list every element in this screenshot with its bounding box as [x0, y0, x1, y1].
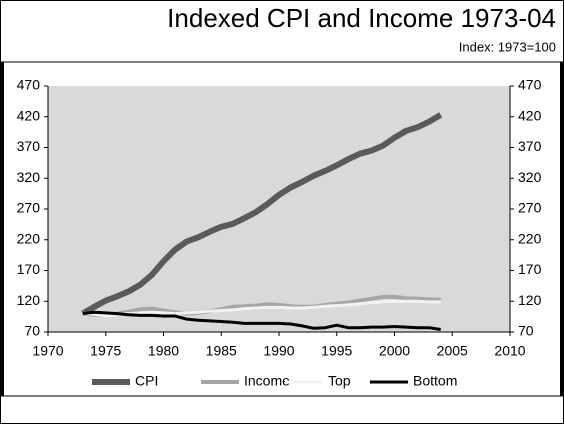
- chart-title: Indexed CPI and Income 1973-04: [167, 3, 556, 33]
- legend-label: Income: [244, 373, 290, 389]
- y2-tick-label: 270: [518, 200, 542, 216]
- x-tick-label: 1995: [321, 343, 352, 359]
- series-line: [81, 112, 443, 317]
- x-tick-label: 1985: [206, 343, 237, 359]
- y-tick-label: 320: [17, 169, 41, 185]
- y2-tick-label: 320: [518, 169, 542, 185]
- y-tick-label: 220: [17, 230, 41, 246]
- y-tick-label: 170: [17, 261, 41, 277]
- x-tick-label: 2000: [379, 343, 410, 359]
- legend-label: Top: [328, 373, 351, 389]
- y-tick-label: 270: [17, 200, 41, 216]
- y2-tick-label: 370: [518, 138, 542, 154]
- y-tick-label: 370: [17, 138, 41, 154]
- x-tick-label: 1970: [32, 343, 63, 359]
- series-line: [82, 294, 441, 318]
- series-line: [82, 310, 441, 331]
- chart-subtitle: Index: 1973=100: [459, 39, 556, 54]
- x-tick-label: 1980: [148, 343, 179, 359]
- y2-tick-label: 470: [518, 77, 542, 93]
- legend-label: CPI: [135, 373, 158, 389]
- y2-tick-label: 420: [518, 107, 542, 123]
- y2-tick-label: 120: [518, 292, 542, 308]
- y2-tick-label: 70: [518, 323, 534, 339]
- y2-tick-label: 220: [518, 230, 542, 246]
- x-tick-label: 1975: [90, 343, 121, 359]
- y2-tick-label: 170: [518, 261, 542, 277]
- side-bar: [560, 62, 564, 396]
- y-tick-label: 470: [17, 77, 41, 93]
- y-tick-label: 420: [17, 107, 41, 123]
- side-bar: [0, 62, 4, 396]
- x-tick-label: 1990: [263, 343, 294, 359]
- y-tick-label: 120: [17, 292, 41, 308]
- x-tick-label: 2005: [437, 343, 468, 359]
- series-line: [82, 299, 441, 318]
- legend-label: Bottom: [413, 373, 457, 389]
- y-tick-label: 70: [24, 323, 40, 339]
- x-tick-label: 2010: [494, 343, 525, 359]
